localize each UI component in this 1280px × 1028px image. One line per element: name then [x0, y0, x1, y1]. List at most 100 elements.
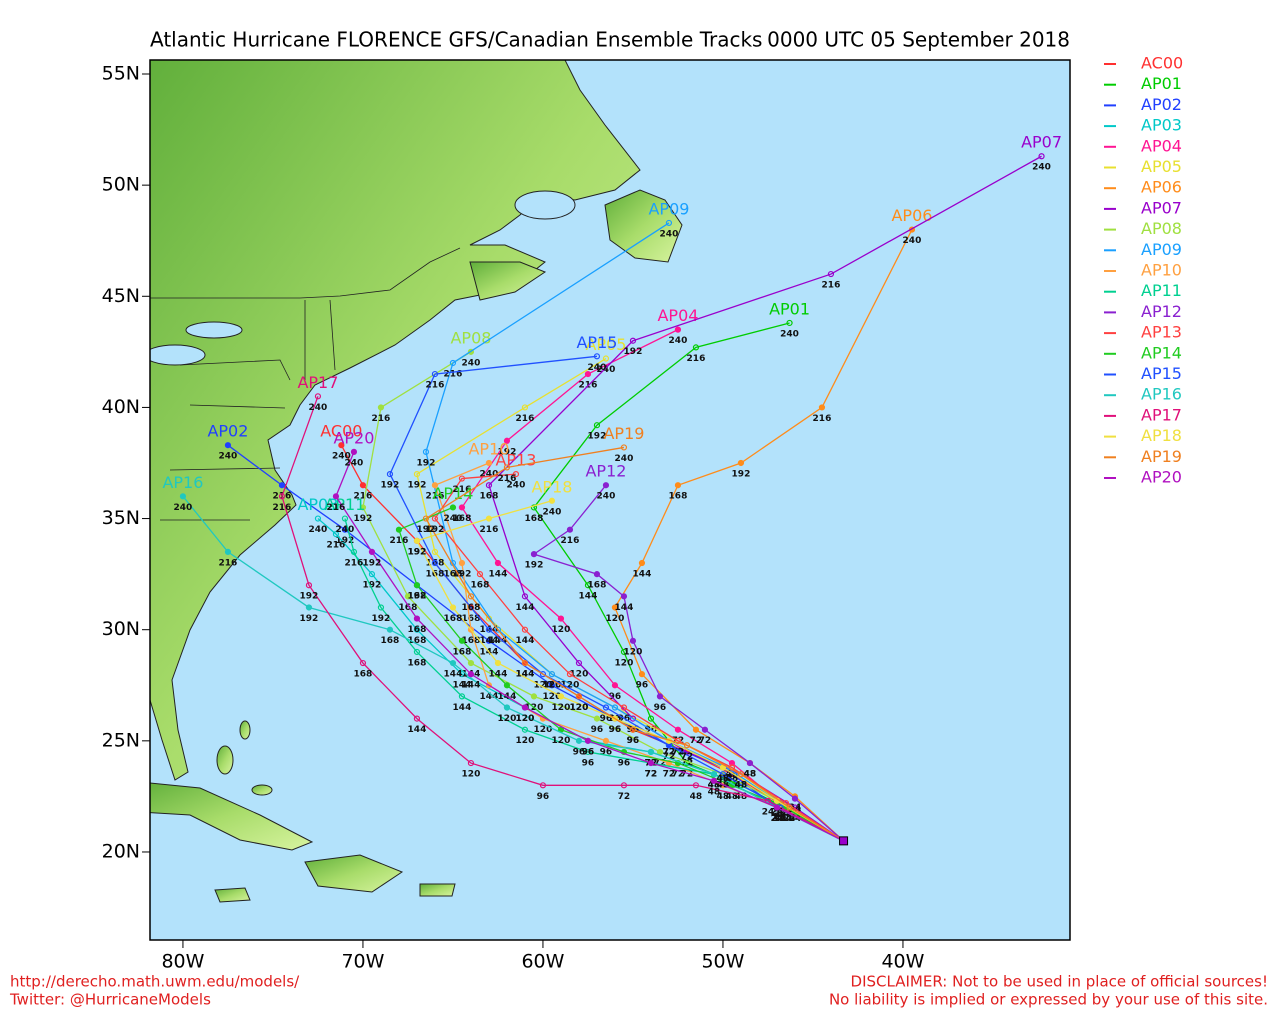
- track-point: [494, 626, 502, 633]
- forecast-hour: 48: [744, 770, 757, 780]
- legend-label: AP10: [1141, 261, 1182, 280]
- track-point: [786, 319, 793, 327]
- forecast-hour: 96: [627, 736, 640, 746]
- track-point: [611, 682, 619, 689]
- track-point: [341, 515, 349, 522]
- forecast-hour: 168: [462, 636, 481, 646]
- track-line: [425, 222, 844, 842]
- track-point: [359, 504, 367, 511]
- track-name: AP04: [657, 306, 698, 325]
- forecast-hour: 144: [579, 592, 598, 602]
- track-point: [593, 571, 601, 578]
- forecast-hour: 24: [774, 812, 787, 822]
- legend-label: AP17: [1141, 405, 1182, 424]
- track-point: [467, 759, 475, 767]
- forecast-hour: 192: [732, 469, 751, 479]
- forecast-hour: 24: [774, 810, 787, 820]
- track-point: [521, 726, 529, 733]
- track-point: [458, 637, 466, 644]
- forecast-hour: 144: [516, 636, 535, 646]
- track-point: [584, 582, 592, 589]
- forecast-hour: 72: [618, 792, 631, 802]
- forecast-hour: 72: [663, 747, 676, 757]
- y-tick-label: 20N: [102, 840, 140, 862]
- forecast-hour: 168: [408, 592, 427, 602]
- track-point: [620, 648, 628, 656]
- legend-label: AP08: [1141, 219, 1182, 238]
- forecast-hour: 192: [372, 614, 391, 624]
- y-tick-label: 50N: [102, 174, 140, 196]
- forecast-hour: 24: [780, 814, 793, 824]
- track-name: AP19: [603, 424, 644, 443]
- track-point: [314, 515, 322, 522]
- forecast-hour: 96: [573, 747, 586, 757]
- forecast-hour: 192: [408, 481, 427, 491]
- forecast-hour: 24: [771, 807, 784, 817]
- track-point: [530, 504, 538, 511]
- forecast-hour: 72: [699, 736, 712, 746]
- forecast-hour: 24: [771, 814, 784, 824]
- border-line: [160, 299, 336, 521]
- track-point: [386, 471, 394, 478]
- forecast-hour: 168: [444, 614, 463, 624]
- forecast-hour: 120: [570, 703, 589, 713]
- forecast-hour: 144: [489, 570, 508, 580]
- track-point: [746, 759, 754, 767]
- track-name: AP09: [648, 199, 689, 218]
- track-point: [584, 370, 592, 378]
- x-tick-label: 70W: [341, 951, 384, 973]
- legend-label: AP05: [1141, 157, 1182, 176]
- forecast-hour: 216: [561, 536, 580, 546]
- track-point: [584, 748, 592, 756]
- forecast-hour: 48: [744, 770, 757, 780]
- forecast-hour: 72: [681, 758, 694, 768]
- forecast-hour: 72: [654, 758, 667, 768]
- track-point: [521, 704, 529, 711]
- track-point: [368, 571, 376, 578]
- track-name: AP02: [207, 422, 248, 441]
- bahamas: [239, 720, 251, 740]
- puerto-rico: [419, 883, 456, 897]
- forecast-hour: 240: [309, 403, 328, 413]
- track-point: [530, 551, 538, 558]
- forecast-hour: 216: [372, 414, 391, 424]
- forecast-hour: 240: [174, 503, 193, 513]
- track-point: [692, 344, 700, 351]
- forecast-hour: 240: [903, 236, 922, 246]
- forecast-hour: 240: [462, 358, 481, 368]
- track-point: [359, 659, 367, 667]
- bahamas: [216, 745, 234, 775]
- forecast-hour: 144: [462, 681, 481, 691]
- track-point: [338, 442, 345, 449]
- forecast-hour: 24: [774, 814, 787, 824]
- forecast-hour: 192: [381, 481, 400, 491]
- forecast-hour: 120: [534, 725, 553, 735]
- forecast-hour: 120: [516, 714, 535, 724]
- track-point: [278, 493, 286, 500]
- forecast-hour: 120: [543, 692, 562, 702]
- track-name: AP01: [769, 299, 810, 318]
- jamaica: [214, 887, 251, 903]
- forecast-hour: 120: [462, 770, 481, 780]
- x-tick-label: 50W: [701, 951, 744, 973]
- legend-label: AC00: [1141, 54, 1183, 73]
- track-point: [593, 422, 601, 429]
- track-point: [521, 659, 529, 667]
- nova-scotia: [469, 261, 547, 301]
- forecast-hour: 72: [645, 770, 658, 780]
- forecast-hour: 72: [672, 747, 685, 757]
- forecast-hour: 240: [597, 365, 616, 375]
- track-name: AP14: [432, 484, 473, 503]
- track-point: [557, 693, 565, 700]
- forecast-hour: 216: [453, 485, 472, 495]
- forecast-hour: 24: [771, 814, 784, 824]
- forecast-hour: 24: [780, 814, 793, 824]
- newfoundland: [604, 189, 683, 263]
- hispaniola: [304, 854, 404, 893]
- storm-position: [839, 836, 849, 846]
- track-point: [449, 604, 457, 611]
- forecast-hour: 72: [663, 747, 676, 757]
- track-point: [431, 482, 439, 489]
- forecast-hour: 48: [717, 774, 730, 784]
